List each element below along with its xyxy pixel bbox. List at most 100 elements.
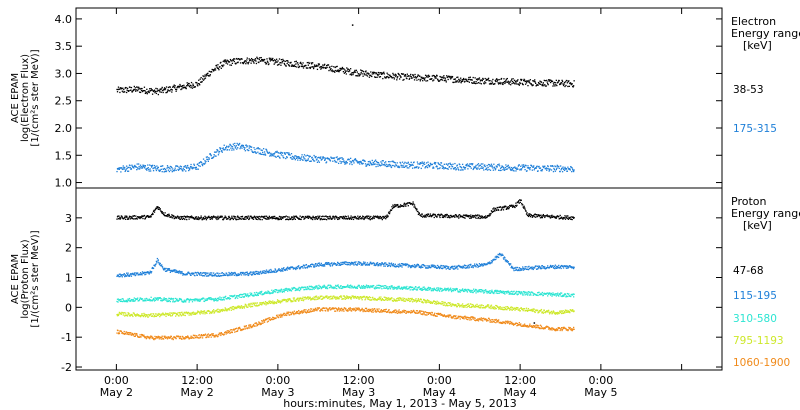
- data-point: [176, 313, 179, 316]
- data-point: [265, 215, 268, 217]
- data-point: [478, 214, 480, 216]
- data-point: [205, 272, 207, 274]
- data-point: [564, 167, 567, 170]
- data-point: [460, 215, 462, 217]
- data-point: [547, 265, 549, 267]
- data-point: [182, 87, 185, 89]
- data-point: [529, 168, 531, 171]
- data-point: [507, 165, 509, 167]
- data-point: [266, 216, 269, 219]
- data-point: [419, 287, 421, 290]
- data-point: [192, 84, 195, 87]
- data-point: [397, 72, 399, 75]
- data-point: [294, 65, 296, 68]
- data-point: [268, 57, 271, 59]
- data-point: [491, 80, 493, 82]
- data-point: [144, 166, 146, 168]
- data-point: [273, 271, 275, 273]
- data-point: [430, 266, 432, 269]
- data-point: [187, 164, 189, 167]
- data-point: [279, 269, 282, 271]
- data-point: [539, 267, 542, 270]
- data-point: [486, 164, 488, 167]
- data-point: [141, 215, 143, 217]
- data-point: [380, 217, 382, 220]
- data-point: [138, 87, 140, 89]
- data-point: [562, 295, 564, 297]
- data-point: [508, 291, 510, 294]
- data-point: [360, 218, 362, 220]
- data-point: [401, 266, 403, 268]
- data-point: [384, 287, 386, 289]
- data-point: [488, 292, 491, 294]
- data-point: [184, 165, 186, 167]
- data-point: [383, 71, 385, 73]
- data-point: [294, 155, 296, 157]
- data-point: [365, 74, 368, 76]
- data-point: [199, 165, 201, 167]
- data-point: [178, 166, 180, 168]
- data-point: [183, 311, 185, 314]
- data-point: [363, 287, 365, 289]
- data-point: [286, 289, 288, 291]
- data-point: [426, 75, 428, 77]
- data-point: [406, 73, 408, 75]
- data-point: [384, 265, 386, 267]
- data-point: [436, 216, 438, 218]
- data-point: [341, 217, 344, 220]
- data-point: [505, 78, 508, 80]
- data-point: [391, 286, 394, 288]
- data-point: [500, 169, 502, 172]
- data-point: [518, 268, 520, 271]
- data-point: [353, 162, 355, 164]
- data-point: [166, 91, 168, 94]
- data-point: [503, 258, 505, 260]
- data-point: [137, 90, 139, 92]
- data-point: [392, 288, 394, 290]
- data-point: [252, 295, 254, 297]
- data-point: [395, 205, 397, 208]
- data-point: [295, 268, 297, 271]
- data-point: [235, 144, 237, 147]
- data-point: [319, 285, 321, 288]
- data-point: [323, 67, 325, 69]
- data-point: [438, 80, 441, 82]
- data-point: [425, 166, 427, 168]
- data-point: [572, 294, 574, 296]
- data-point: [337, 218, 339, 221]
- data-point: [480, 265, 482, 267]
- data-point: [249, 217, 251, 219]
- data-point: [389, 287, 391, 289]
- data-point: [524, 294, 526, 296]
- data-point: [258, 217, 260, 220]
- data-point: [564, 293, 567, 296]
- data-point: [143, 271, 146, 274]
- data-point: [510, 80, 512, 82]
- data-point: [156, 207, 159, 209]
- data-point: [442, 76, 444, 78]
- data-point: [308, 266, 310, 268]
- data-point: [286, 60, 288, 62]
- data-point: [523, 164, 525, 166]
- data-point: [449, 289, 451, 291]
- data-point: [128, 274, 130, 276]
- data-point: [149, 315, 151, 317]
- data-point: [232, 59, 234, 61]
- data-point: [487, 163, 490, 166]
- data-point: [518, 83, 520, 85]
- data-point: [201, 272, 203, 274]
- data-point: [162, 212, 164, 214]
- data-point: [546, 81, 548, 83]
- data-point: [182, 274, 184, 276]
- data-point: [444, 266, 446, 269]
- data-point: [188, 299, 191, 302]
- data-point: [150, 272, 152, 274]
- data-point: [470, 79, 472, 81]
- data-point: [319, 215, 321, 217]
- data-point: [551, 80, 554, 82]
- data-point: [157, 259, 160, 261]
- data-point: [566, 215, 568, 217]
- data-point: [473, 82, 476, 84]
- data-point: [509, 81, 511, 83]
- data-point: [517, 79, 519, 81]
